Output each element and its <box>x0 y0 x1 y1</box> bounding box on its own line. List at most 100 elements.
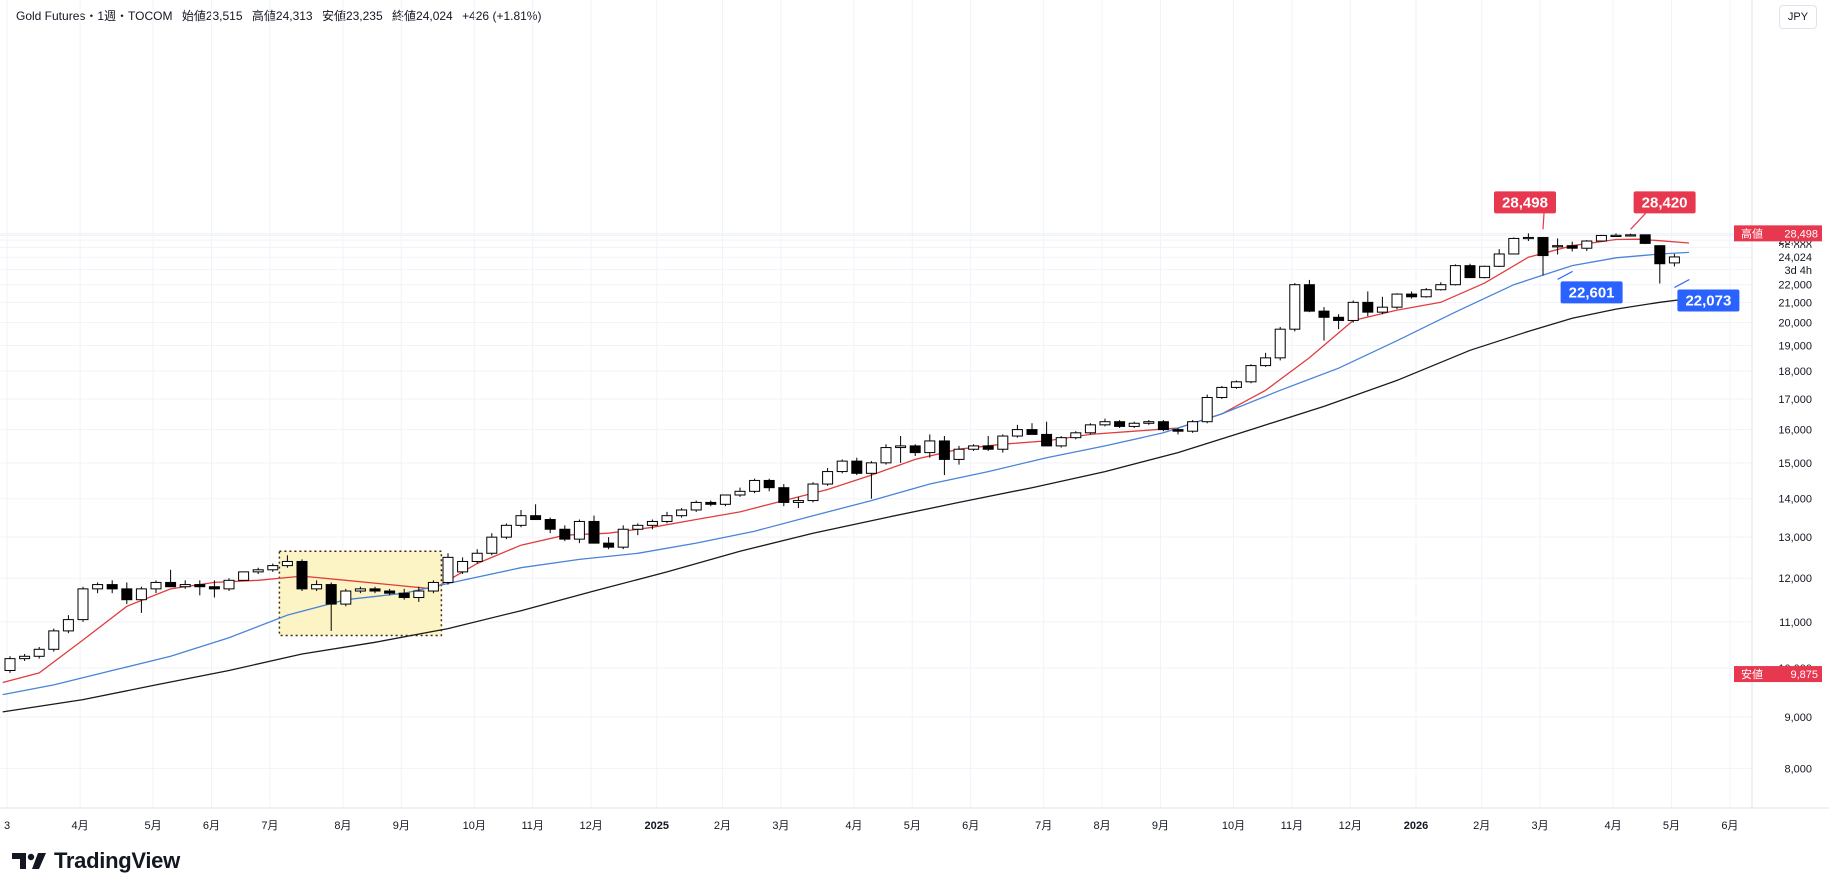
candle-body <box>705 501 717 505</box>
candle-body <box>1362 301 1374 313</box>
candle-body <box>384 590 396 594</box>
time-tick-label: 7月 <box>1035 820 1052 832</box>
candle <box>135 586 147 613</box>
candle <box>1274 326 1286 361</box>
tradingview-logo[interactable]: TradingView <box>12 848 180 874</box>
candle <box>1041 421 1053 447</box>
candle <box>632 523 644 536</box>
candle-body <box>530 515 542 521</box>
callout-label: 28,420 <box>1642 194 1688 211</box>
candle <box>311 580 323 592</box>
callout-leader <box>1674 278 1690 289</box>
price-tick-label: 21,000 <box>1778 297 1812 309</box>
candle <box>267 563 279 572</box>
time-tick-label: 3月 <box>772 820 789 832</box>
candle-body <box>1333 316 1345 321</box>
change-value: +426 (+1.81%) <box>462 9 542 23</box>
time-tick-label: 2026 <box>1404 820 1428 832</box>
bar-countdown: 3d 4h <box>1784 265 1812 277</box>
candle <box>1581 240 1593 251</box>
candle <box>19 653 31 661</box>
candle <box>909 444 921 456</box>
candle-body <box>179 584 191 588</box>
candle <box>369 586 381 594</box>
candle <box>1625 233 1637 237</box>
price-tick-label: 8,000 <box>1784 763 1812 775</box>
candle-body <box>92 584 104 590</box>
callout-label: 28,498 <box>1502 194 1548 211</box>
candle <box>1114 420 1126 429</box>
candle <box>865 461 877 499</box>
callout-layer: 28,498 28,420 22,601 22,073 <box>1494 191 1740 312</box>
candle <box>1479 265 1491 279</box>
price-tag-bg <box>1734 666 1822 683</box>
candle-body <box>121 588 133 601</box>
candle <box>500 523 512 540</box>
time-tick-label: 6月 <box>962 820 979 832</box>
candle <box>559 525 571 542</box>
candle <box>442 553 454 585</box>
candle-body <box>997 435 1009 450</box>
candle-body <box>1581 240 1593 249</box>
candle-body <box>281 560 293 567</box>
candle-body <box>734 490 746 496</box>
candle <box>92 582 104 594</box>
candle-body <box>1230 381 1242 388</box>
price-tick-label: 14,000 <box>1778 494 1812 506</box>
price-axis: 8,0009,00010,00011,00012,00013,00014,000… <box>1734 225 1824 775</box>
candle <box>1420 288 1432 298</box>
candle-body <box>1187 421 1199 432</box>
candle-body <box>354 588 366 592</box>
candle-body <box>325 584 337 605</box>
candle <box>603 537 615 550</box>
price-callout: 28,498 <box>1494 191 1556 230</box>
candle <box>880 444 892 465</box>
candle <box>690 500 702 512</box>
candle-body <box>1552 245 1564 248</box>
candle-body <box>559 528 571 540</box>
candle <box>384 588 396 596</box>
candle <box>1128 421 1140 429</box>
candle-body <box>1391 293 1403 308</box>
candle-body <box>106 584 118 590</box>
candle-body <box>1639 234 1651 244</box>
price-tick-label: 16,000 <box>1778 425 1812 437</box>
candle <box>792 496 804 509</box>
candle <box>62 615 74 634</box>
price-tag-value: 9,875 <box>1790 669 1818 681</box>
candle-body <box>427 581 439 592</box>
candle <box>238 571 250 581</box>
time-tick-label: 2025 <box>645 820 669 832</box>
candle <box>1522 233 1534 242</box>
callout-box <box>1633 191 1696 214</box>
candle-body <box>1070 432 1082 439</box>
time-tick-label: 5月 <box>904 820 921 832</box>
currency-button[interactable]: JPY <box>1779 5 1817 29</box>
candle <box>1347 300 1359 323</box>
candle <box>1362 291 1374 317</box>
candle <box>938 436 950 476</box>
price-tick-label: 15,000 <box>1778 458 1812 470</box>
time-tick-label: 3 <box>4 820 10 832</box>
candle <box>1055 436 1067 448</box>
candle <box>515 509 527 528</box>
candle-body <box>1508 237 1520 255</box>
candle <box>1187 420 1199 433</box>
candle <box>530 504 542 521</box>
candle-body <box>369 588 381 592</box>
candle <box>719 494 731 507</box>
price-tick-label: 22,000 <box>1778 280 1812 292</box>
candle <box>33 646 45 659</box>
candle-body <box>223 579 235 590</box>
candle <box>836 459 848 474</box>
candle <box>1230 380 1242 389</box>
time-tick-label: 2月 <box>714 820 731 832</box>
time-tick-label: 4月 <box>72 820 89 832</box>
high-value: 高値24,313 <box>251 9 313 23</box>
candle-body <box>1143 421 1155 424</box>
candle-body <box>968 445 980 450</box>
candle <box>617 525 629 550</box>
candle-body <box>778 487 790 503</box>
candle <box>1376 296 1388 315</box>
